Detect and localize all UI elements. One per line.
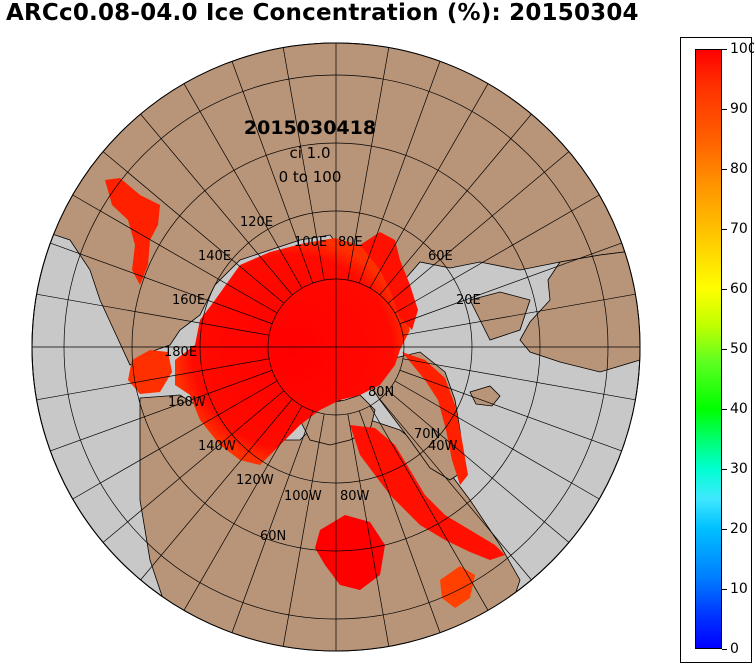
colorbar-tick-label: 30 xyxy=(730,461,748,477)
colorbar-tick-label: 70 xyxy=(730,221,748,237)
meridian-line xyxy=(379,113,532,296)
parallel-label-70n: 70N xyxy=(414,427,440,442)
sea-ice-baffin xyxy=(350,425,505,560)
meridian-line xyxy=(282,413,325,647)
polar-map: 2015030418 ci 1.0 0 to 100 120E 100E 80E… xyxy=(31,42,641,652)
meridian-line xyxy=(369,83,489,289)
colorbar-tick-label: 20 xyxy=(730,521,748,537)
colorbar-tick xyxy=(722,589,727,590)
meridian-label-100e: 100E xyxy=(294,235,327,250)
sea-ice-kara xyxy=(360,232,418,330)
colorbar-tick-label: 60 xyxy=(730,281,748,297)
meridian-line xyxy=(347,47,390,281)
colorbar xyxy=(695,49,722,649)
meridian-line xyxy=(402,293,636,336)
meridian-label-120e: 120E xyxy=(240,215,273,230)
meridian-line xyxy=(50,242,273,325)
colorbar-tick xyxy=(722,529,727,530)
colorbar-tick-label: 50 xyxy=(730,341,748,357)
colorbar-tick xyxy=(722,49,727,50)
colorbar-tick-label: 40 xyxy=(730,401,748,417)
meridian-line xyxy=(102,151,285,304)
sea-ice-arctic xyxy=(175,238,410,465)
sea-ice-hudson-bay xyxy=(315,515,385,590)
colorbar-tick xyxy=(722,649,727,650)
colorbar-tick xyxy=(722,229,727,230)
meridian-label-100w: 100W xyxy=(284,489,322,504)
meridian-line xyxy=(231,61,314,284)
meridian-label-20e: 20E xyxy=(456,293,481,308)
colorbar-tick-label: 10 xyxy=(730,581,748,597)
meridian-label-40w: 40W xyxy=(428,439,458,454)
meridian-line xyxy=(379,398,532,581)
meridian-label-80e: 80E xyxy=(338,235,363,250)
meridian-line xyxy=(402,358,636,401)
sea-ice-bering xyxy=(128,350,172,394)
meridian-line xyxy=(36,293,270,336)
meridian-line xyxy=(399,242,622,325)
meridian-label-180e: 180E xyxy=(164,345,197,360)
map-datetime: 2015030418 xyxy=(244,117,376,139)
meridian-line xyxy=(72,380,278,500)
colorbar-tick-label: 100 xyxy=(730,41,754,57)
parallel-label-60n: 60N xyxy=(260,529,286,544)
colorbar-tick xyxy=(722,349,727,350)
meridian-label-140w: 140W xyxy=(198,439,236,454)
meridian-line xyxy=(140,398,293,581)
map-range: 0 to 100 xyxy=(279,168,342,186)
meridian-label-120w: 120W xyxy=(236,473,274,488)
meridian-lines xyxy=(32,43,640,651)
sea-ice-st-lawrence xyxy=(440,566,475,608)
colorbar-tick-label: 0 xyxy=(730,641,739,657)
meridian-line xyxy=(358,61,441,284)
colorbar-tick xyxy=(722,109,727,110)
meridian-label-160w: 160W xyxy=(168,395,206,410)
meridian-line xyxy=(282,47,325,281)
sea-ice-east-greenland xyxy=(402,352,468,485)
land-iceland xyxy=(469,385,501,407)
meridian-line xyxy=(140,113,293,296)
meridian-line xyxy=(231,410,314,633)
meridian-line xyxy=(394,380,600,500)
meridian-line xyxy=(369,405,489,611)
colorbar-tick xyxy=(722,169,727,170)
colorbar-tick xyxy=(722,469,727,470)
land-europe-coast xyxy=(469,291,531,341)
meridian-label-60e: 60E xyxy=(428,249,453,264)
meridian-line xyxy=(102,390,285,543)
colorbar-tick-label: 90 xyxy=(730,101,748,117)
meridian-label-160e: 160E xyxy=(172,293,205,308)
meridian-label-80w: 80W xyxy=(340,489,370,504)
colorbar-tick xyxy=(722,409,727,410)
meridian-line xyxy=(50,369,273,452)
sea-ice-okhotsk xyxy=(105,178,160,285)
map-title: ARCc0.08-04.0 Ice Concentration (%): 201… xyxy=(6,0,639,26)
meridian-line xyxy=(72,194,278,314)
colorbar-frame: 100 90 80 70 60 50 40 30 20 10 0 xyxy=(680,37,754,663)
meridian-line xyxy=(183,83,303,289)
meridian-line xyxy=(347,413,390,647)
parallel-label-80n: 80N xyxy=(368,385,394,400)
meridian-line xyxy=(394,194,600,314)
meridian-line xyxy=(387,151,570,304)
meridian-line xyxy=(399,369,622,452)
meridian-line xyxy=(358,410,441,633)
map-contour-interval: ci 1.0 xyxy=(289,144,330,162)
colorbar-tick xyxy=(722,289,727,290)
meridian-line xyxy=(387,390,570,543)
meridian-label-140e: 140E xyxy=(198,249,231,264)
meridian-line xyxy=(183,405,303,611)
colorbar-tick-label: 80 xyxy=(730,161,748,177)
meridian-line xyxy=(36,358,270,401)
